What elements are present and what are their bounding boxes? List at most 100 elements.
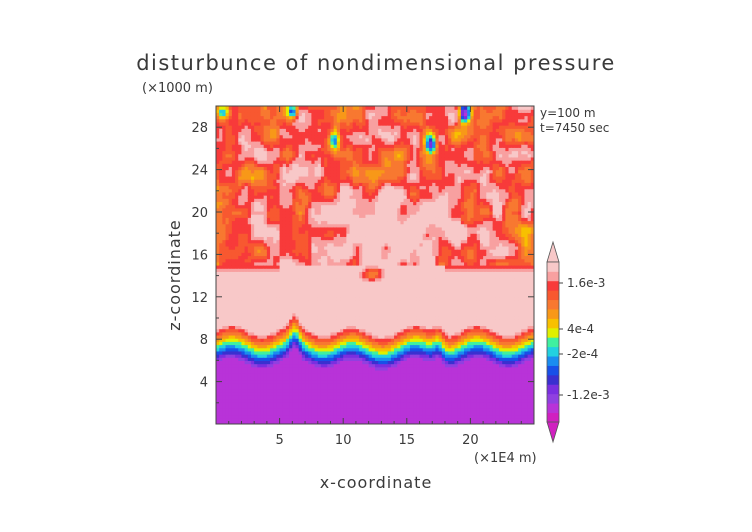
field-cell xyxy=(330,236,335,241)
field-cell xyxy=(295,195,300,199)
field-cell xyxy=(279,404,284,409)
field-cell xyxy=(225,277,230,282)
field-cell xyxy=(219,382,223,387)
field-cell xyxy=(305,312,309,317)
field-cell xyxy=(352,369,357,374)
field-cell xyxy=(371,191,376,196)
field-cell xyxy=(292,166,297,171)
field-cell xyxy=(320,144,325,148)
field-cell xyxy=(263,112,268,117)
field-cell xyxy=(314,245,319,250)
field-cell xyxy=(254,258,258,263)
field-cell xyxy=(359,369,363,374)
field-cell xyxy=(324,217,328,222)
field-cell xyxy=(352,287,357,292)
field-cell xyxy=(324,303,328,307)
field-cell xyxy=(257,414,262,419)
field-cell xyxy=(368,420,373,424)
field-cell xyxy=(247,188,252,193)
field-cell xyxy=(266,401,271,406)
field-cell xyxy=(298,217,303,222)
field-cell xyxy=(317,334,322,339)
field-cell xyxy=(241,331,246,336)
field-cell xyxy=(371,175,376,180)
field-cell xyxy=(301,226,306,231)
field-cell xyxy=(305,172,309,177)
field-cell xyxy=(231,198,236,202)
field-cell xyxy=(257,153,262,158)
field-cell xyxy=(254,265,258,269)
field-cell xyxy=(320,274,325,279)
field-cell xyxy=(247,274,252,279)
field-cell xyxy=(317,207,322,212)
field-cell xyxy=(266,179,271,183)
field-cell xyxy=(359,204,363,209)
field-cell xyxy=(295,271,300,276)
field-cell xyxy=(343,144,347,148)
field-cell xyxy=(263,299,268,304)
field-cell xyxy=(266,334,271,339)
field-cell xyxy=(231,395,236,400)
field-cell xyxy=(359,156,363,161)
field-cell xyxy=(235,134,239,139)
field-cell xyxy=(266,185,271,190)
field-cell xyxy=(340,312,344,317)
field-cell xyxy=(285,210,290,215)
field-cell xyxy=(285,325,290,330)
field-cell xyxy=(266,156,271,161)
field-cell xyxy=(371,350,376,355)
field-cell xyxy=(298,408,303,412)
field-cell xyxy=(324,306,328,311)
field-cell xyxy=(305,169,309,174)
field-cell xyxy=(257,392,262,396)
field-cell xyxy=(336,207,341,212)
field-cell xyxy=(241,207,246,212)
field-cell xyxy=(317,350,322,355)
field-cell xyxy=(346,322,351,327)
field-cell xyxy=(295,360,300,365)
field-cell xyxy=(308,325,312,330)
field-cell xyxy=(250,137,255,142)
field-cell xyxy=(222,309,227,314)
field-cell xyxy=(298,392,303,396)
field-cell xyxy=(279,284,284,288)
field-cell xyxy=(333,223,338,228)
field-cell xyxy=(247,125,252,129)
field-cell xyxy=(254,354,258,358)
field-cell xyxy=(270,328,274,333)
field-cell xyxy=(266,217,271,222)
field-cell xyxy=(270,344,274,349)
field-cell xyxy=(260,258,265,263)
field-cell xyxy=(317,233,322,237)
field-cell xyxy=(254,331,258,336)
field-cell xyxy=(355,398,360,403)
field-cell xyxy=(327,315,332,320)
field-cell xyxy=(362,404,367,409)
field-cell xyxy=(317,338,322,342)
field-cell xyxy=(282,331,287,336)
field-cell xyxy=(250,322,255,327)
field-cell xyxy=(241,322,246,327)
field-cell xyxy=(311,322,316,327)
field-cell xyxy=(343,373,347,377)
field-cell xyxy=(311,363,316,368)
field-cell xyxy=(250,319,255,323)
field-cell xyxy=(327,290,332,295)
field-cell xyxy=(231,121,236,126)
field-cell xyxy=(359,242,363,247)
field-cell xyxy=(324,379,328,384)
field-cell xyxy=(352,230,357,234)
field-cell xyxy=(282,369,287,374)
field-cell xyxy=(365,265,370,269)
field-cell xyxy=(365,252,370,257)
field-cell xyxy=(219,134,223,139)
field-cell xyxy=(238,322,243,327)
field-cell xyxy=(238,220,243,225)
field-cell xyxy=(324,296,328,301)
field-cell xyxy=(228,258,233,263)
field-cell xyxy=(340,261,344,266)
field-cell xyxy=(222,185,227,190)
field-cell xyxy=(320,106,325,110)
field-cell xyxy=(349,373,354,377)
field-cell xyxy=(362,230,367,234)
